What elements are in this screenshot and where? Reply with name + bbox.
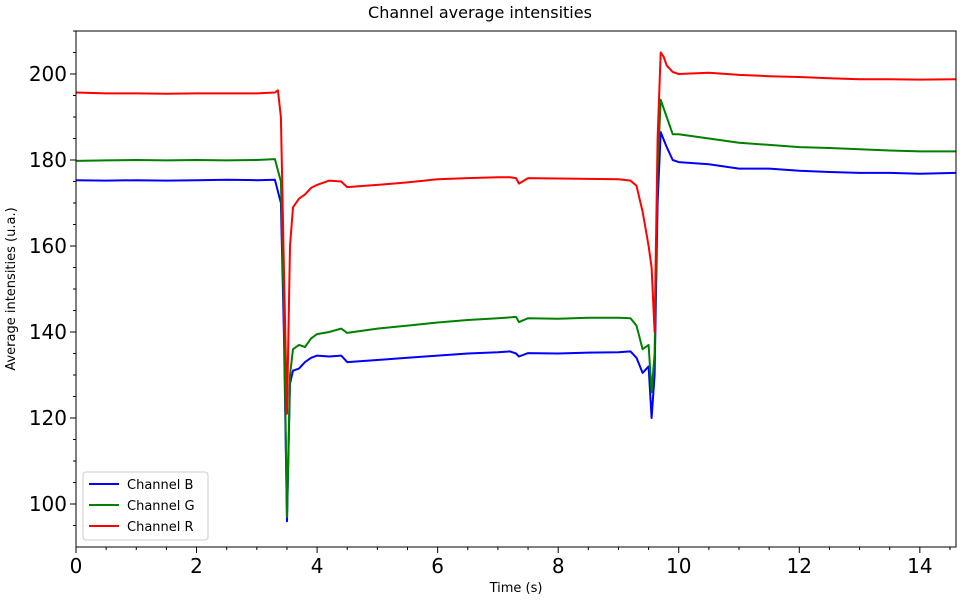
legend-label: Channel B xyxy=(127,478,193,493)
series-line-channel-g xyxy=(75,98,956,518)
x-tick-label: 6 xyxy=(431,554,444,578)
y-axis-ticks: 100 120 140 160 180 200 xyxy=(29,30,76,526)
legend-box xyxy=(82,471,209,541)
x-tick-label: 4 xyxy=(311,554,324,578)
x-tick-label: 14 xyxy=(907,554,932,578)
legend-label: Channel R xyxy=(127,520,194,535)
y-axis-label: Average intensities (u.a.) xyxy=(4,207,19,370)
y-tick-label: 100 xyxy=(29,492,67,516)
chart-title: Channel average intensities xyxy=(368,3,592,22)
plot-lines xyxy=(75,51,957,523)
y-tick-label: 120 xyxy=(29,406,67,430)
legend-label: Channel G xyxy=(127,499,195,514)
x-axis-ticks: 0 2 4 6 8 10 12 14 xyxy=(70,547,951,578)
series-line-channel-r xyxy=(75,51,957,415)
x-tick-label: 2 xyxy=(190,554,203,578)
y-tick-label: 200 xyxy=(29,62,67,86)
x-tick-label: 0 xyxy=(70,554,83,578)
y-tick-label: 160 xyxy=(29,234,67,258)
y-tick-label: 140 xyxy=(29,320,67,344)
x-tick-label: 10 xyxy=(666,554,691,578)
series-line-channel-b xyxy=(75,131,957,523)
plot-frame xyxy=(75,30,957,548)
x-axis-label: Time (s) xyxy=(489,581,543,596)
x-tick-label: 12 xyxy=(787,554,812,578)
x-tick-label: 8 xyxy=(552,554,565,578)
y-tick-label: 180 xyxy=(29,148,67,172)
legend: Channel B Channel G Channel R xyxy=(82,471,209,541)
